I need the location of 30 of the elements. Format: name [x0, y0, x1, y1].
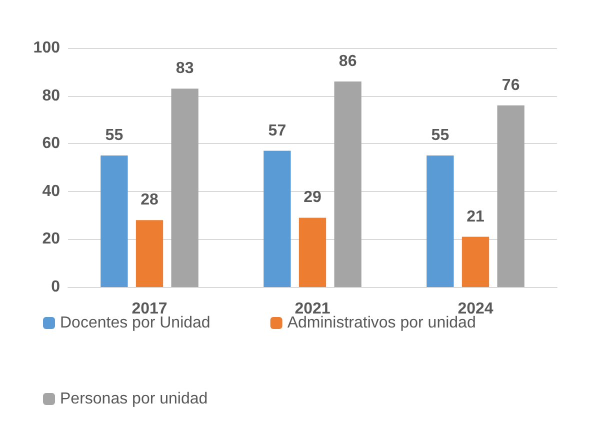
bar [462, 236, 490, 287]
bar [171, 88, 198, 287]
legend-label: Personas por unidad [60, 390, 208, 408]
y-tick-label: 60 [42, 135, 60, 152]
x-tick-label: 2017 [132, 300, 168, 318]
y-tick-label: 100 [33, 40, 60, 56]
data-label: 55 [431, 127, 450, 144]
data-label: 28 [140, 192, 158, 209]
data-label: 29 [304, 189, 322, 206]
legend-label: Administrativos por unidad [287, 314, 476, 332]
legend-label: Docentes por Unidad [60, 314, 210, 332]
x-tick-label: 2021 [294, 300, 330, 318]
bar [264, 150, 291, 287]
data-label: 76 [502, 76, 520, 94]
data-label: 55 [105, 127, 124, 144]
data-label: 21 [466, 208, 484, 226]
y-tick-label: 40 [42, 182, 60, 200]
data-label: 83 [176, 60, 194, 78]
y-tick-label: 0 [51, 278, 60, 296]
bar [497, 105, 524, 287]
y-tick-label: 80 [42, 87, 60, 104]
bar [426, 156, 454, 287]
y-tick-label: 20 [42, 230, 60, 248]
bar [298, 218, 326, 287]
bar [136, 220, 164, 287]
x-tick-label: 2024 [458, 300, 494, 318]
bar [100, 156, 128, 287]
data-label: 57 [268, 122, 286, 140]
data-label: 86 [338, 52, 357, 70]
bar [334, 81, 362, 287]
